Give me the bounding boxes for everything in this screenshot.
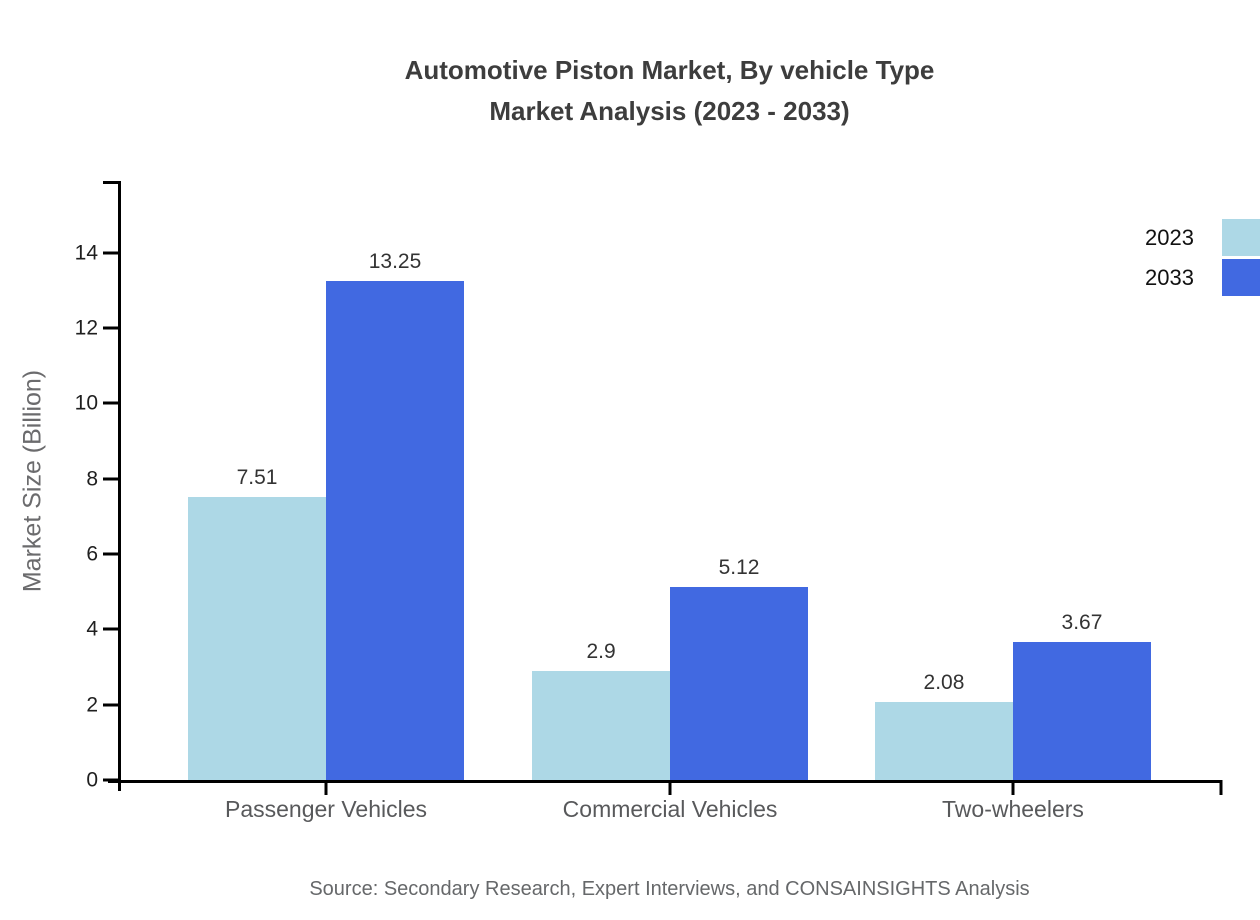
value-label-2023-passenger-vehicles: 7.51 bbox=[236, 466, 278, 490]
bar-group-two-wheelers: 2.08 3.67 bbox=[874, 181, 1151, 780]
legend-label-2033: 2033 bbox=[1145, 264, 1194, 290]
y-axis-tick-label: 6 bbox=[86, 542, 98, 566]
bar-2033-passenger-vehicles: 13.25 bbox=[326, 250, 464, 780]
y-axis-top-tick bbox=[103, 181, 118, 184]
y-axis-tick bbox=[103, 326, 118, 330]
chart-title-line1: Automotive Piston Market, By vehicle Typ… bbox=[404, 55, 935, 85]
value-label-2033-passenger-vehicles: 13.25 bbox=[368, 249, 422, 273]
y-axis-line bbox=[118, 181, 121, 791]
y-axis-tick-label: 4 bbox=[86, 617, 98, 641]
x-axis-tick bbox=[668, 780, 672, 795]
source-note: Source: Secondary Research, Expert Inter… bbox=[309, 878, 1030, 900]
legend-item-2023: 2023 bbox=[1145, 219, 1260, 256]
y-axis-tick bbox=[103, 401, 118, 405]
bar-2033-two-wheelers: 3.67 bbox=[1012, 611, 1151, 780]
value-label-2023-two-wheelers: 2.08 bbox=[923, 670, 965, 694]
y-axis-tick bbox=[103, 778, 118, 782]
x-axis-tick bbox=[1011, 780, 1015, 795]
bar-2033-commercial-vehicles: 5.12 bbox=[670, 556, 809, 780]
y-axis-tick-label: 14 bbox=[74, 241, 98, 265]
legend-swatch-2033 bbox=[1222, 259, 1260, 296]
y-axis-tick-label: 8 bbox=[86, 467, 98, 491]
y-axis-tick bbox=[103, 627, 118, 631]
chart-title: Automotive Piston Market, By vehicle Typ… bbox=[118, 50, 1221, 132]
bar-2023-passenger-vehicles: 7.51 bbox=[188, 466, 327, 780]
bar-group-passenger-vehicles: 7.51 13.25 bbox=[188, 181, 464, 780]
y-axis-title: Market Size (Billion) bbox=[18, 369, 47, 593]
y-axis-tick bbox=[103, 552, 118, 556]
bar-2023-two-wheelers: 2.08 bbox=[874, 671, 1013, 780]
y-axis-tick bbox=[103, 477, 118, 481]
y-axis-tick-label: 0 bbox=[86, 768, 98, 792]
value-label-2023-commercial-vehicles: 2.9 bbox=[586, 639, 616, 663]
category-label-commercial-vehicles: Commercial Vehicles bbox=[562, 796, 778, 822]
bar-2023-commercial-vehicles: 2.9 bbox=[532, 640, 671, 780]
chart-title-line2: Market Analysis (2023 - 2033) bbox=[489, 96, 850, 126]
value-label-2033-two-wheelers: 3.67 bbox=[1061, 610, 1103, 634]
y-axis-tick-label: 12 bbox=[74, 316, 98, 340]
legend-swatch-2023 bbox=[1222, 219, 1260, 256]
bar-group-commercial-vehicles: 2.9 5.12 bbox=[532, 181, 809, 780]
legend: 2023 2033 bbox=[1145, 219, 1260, 299]
value-label-2033-commercial-vehicles: 5.12 bbox=[718, 556, 760, 580]
y-axis-tick-label: 10 bbox=[74, 391, 98, 415]
y-axis-tick-label: 2 bbox=[86, 693, 98, 717]
legend-label-2023: 2023 bbox=[1145, 224, 1194, 250]
y-axis-tick bbox=[103, 703, 118, 707]
y-axis-tick bbox=[103, 251, 118, 255]
x-axis-end-tick bbox=[1219, 780, 1223, 795]
category-label-two-wheelers: Two-wheelers bbox=[942, 796, 1084, 822]
x-axis-line bbox=[108, 780, 1221, 783]
category-label-passenger-vehicles: Passenger Vehicles bbox=[225, 796, 428, 822]
legend-item-2033: 2033 bbox=[1145, 259, 1260, 296]
plot-area: 0 2 4 6 8 10 12 14 Passenger Vehicles 7.51 13.25 Co… bbox=[75, 181, 1223, 822]
x-axis-tick bbox=[324, 780, 328, 795]
